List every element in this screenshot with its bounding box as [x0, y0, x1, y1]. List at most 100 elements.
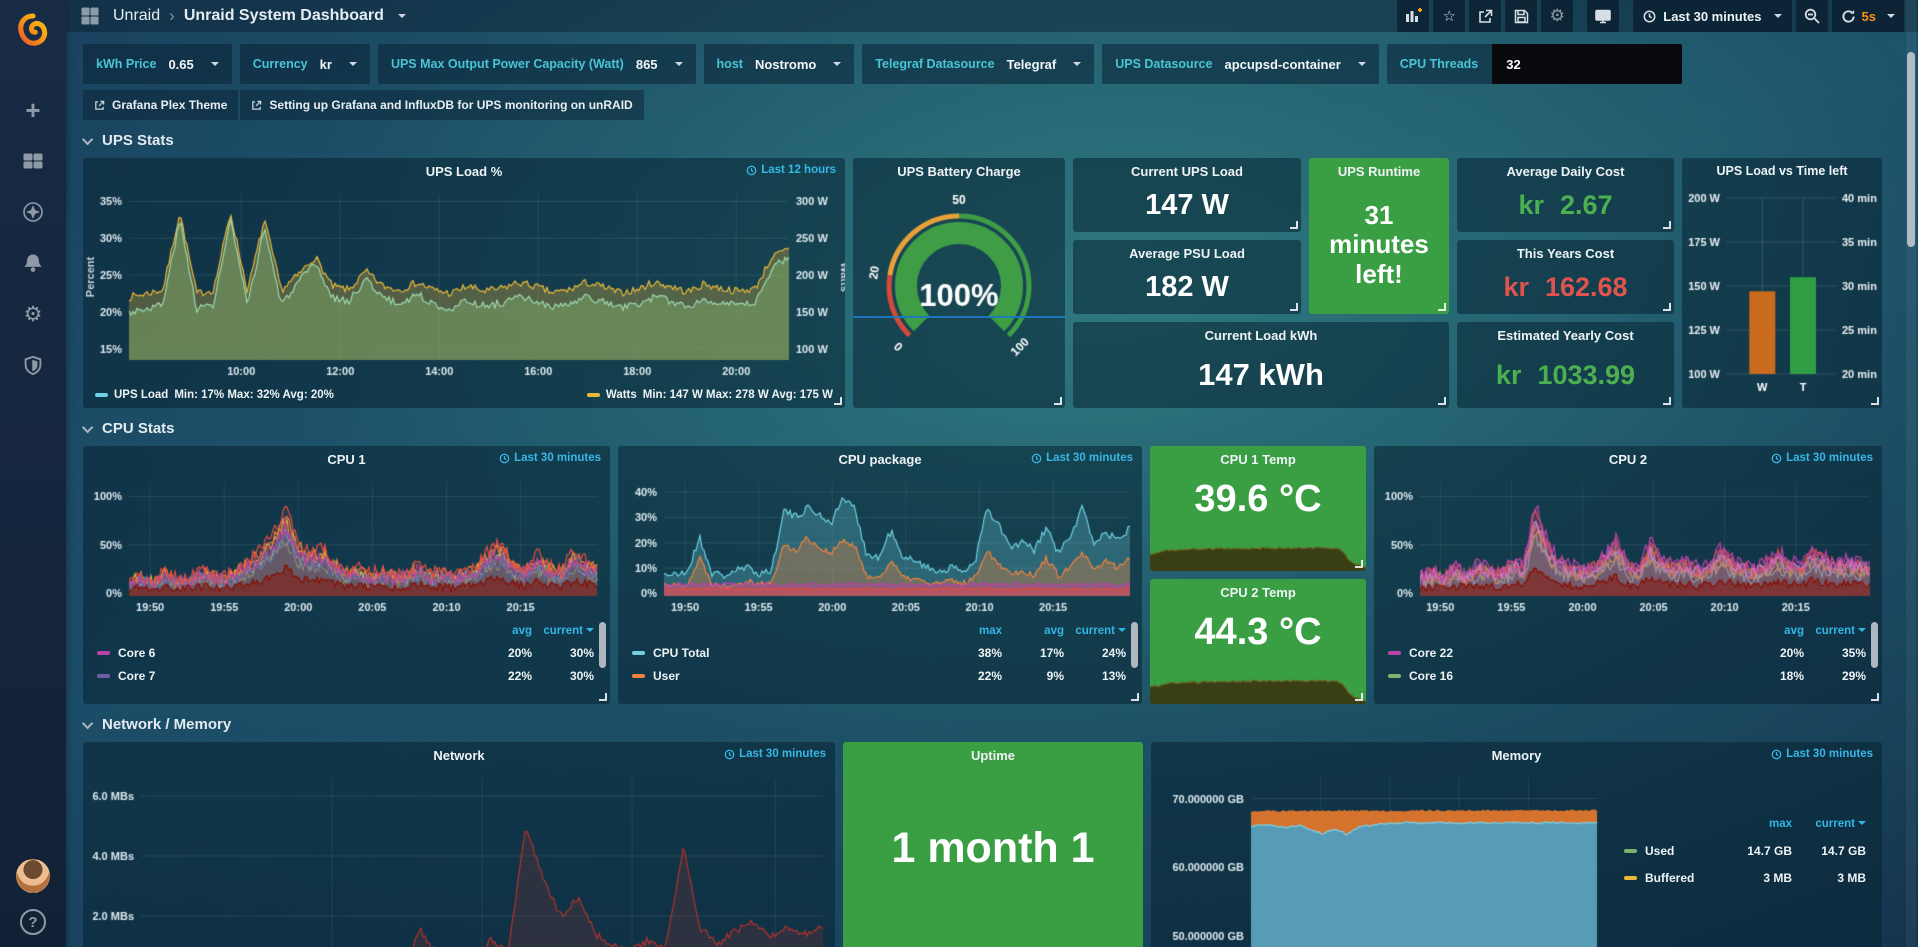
- legend-row[interactable]: Used14.7 GB14.7 GB: [1624, 837, 1866, 864]
- help-icon[interactable]: ?: [20, 909, 46, 935]
- memory-chart[interactable]: [1151, 768, 1610, 947]
- external-link-icon: [251, 100, 262, 111]
- time-badge[interactable]: Last 12 hours: [746, 164, 836, 176]
- stat-title[interactable]: CPU 2 Temp: [1150, 579, 1366, 605]
- zoom-out-button[interactable]: [1796, 0, 1828, 32]
- stat-title[interactable]: Average Daily Cost: [1457, 158, 1674, 184]
- ups-load-chart[interactable]: [83, 184, 845, 382]
- legend-item[interactable]: UPS LoadMin: 17% Max: 32% Avg: 20%: [95, 389, 334, 401]
- add-panel-button[interactable]: [1397, 0, 1429, 32]
- panel-title[interactable]: UPS Battery Charge: [853, 158, 1065, 184]
- legend-sort-current[interactable]: current: [1792, 818, 1866, 830]
- cycle-view-monitor-button[interactable]: [1587, 0, 1619, 32]
- create-plus-icon[interactable]: +: [21, 98, 45, 122]
- time-badge[interactable]: Last 30 minutes: [499, 452, 601, 464]
- stat-value: 39.6 °C: [1150, 478, 1366, 521]
- chevron-down-icon[interactable]: [398, 14, 406, 22]
- legend-scrollbar[interactable]: [1131, 622, 1138, 668]
- section-ups-stats[interactable]: UPS Stats: [85, 132, 1918, 149]
- legend-swatch: [632, 674, 645, 678]
- legend-row[interactable]: CPU Total38%17%24%: [632, 641, 1126, 664]
- refresh-button[interactable]: 5s: [1832, 0, 1904, 32]
- grid-icon[interactable]: [78, 4, 102, 28]
- time-badge[interactable]: Last 30 minutes: [724, 748, 826, 760]
- variable-ups-max-output-power-capacity-watt[interactable]: UPS Max Output Power Capacity (Watt)865: [378, 44, 696, 84]
- template-variables-row: kWh Price0.65CurrencykrUPS Max Output Po…: [83, 44, 1918, 90]
- legend-sort-avg[interactable]: avg: [470, 625, 532, 637]
- cpu1-temp-sparkline: [1150, 537, 1366, 571]
- stat-title[interactable]: UPS Runtime: [1309, 158, 1449, 184]
- page-scrollbar[interactable]: [1906, 0, 1916, 947]
- variable-telegraf-datasource[interactable]: Telegraf DatasourceTelegraf: [862, 44, 1094, 84]
- dashboard-link-setting-up-grafana-and-influxdb-for-ups-monitoring-on-unraid[interactable]: Setting up Grafana and InfluxDB for UPS …: [240, 90, 643, 120]
- time-badge[interactable]: Last 30 minutes: [1031, 452, 1133, 464]
- share-button[interactable]: [1469, 0, 1501, 32]
- variable-ups-datasource[interactable]: UPS Datasourceapcupsd-container: [1102, 44, 1379, 84]
- panel-title[interactable]: UPS Load %: [83, 158, 845, 184]
- panel-title[interactable]: UPS Load vs Time left: [1682, 158, 1882, 184]
- variable-kwh-price[interactable]: kWh Price0.65: [83, 44, 232, 84]
- stat-title[interactable]: Uptime: [843, 742, 1143, 768]
- legend-row[interactable]: Core 722%30%: [97, 664, 594, 687]
- legend-sort-current[interactable]: current: [1804, 625, 1866, 637]
- stat-title[interactable]: Current Load kWh: [1073, 322, 1449, 348]
- section-cpu-stats[interactable]: CPU Stats: [85, 420, 1918, 437]
- stat-title[interactable]: Average PSU Load: [1073, 240, 1301, 266]
- settings-gear-button[interactable]: ⚙: [1541, 0, 1573, 32]
- configuration-gear-icon[interactable]: ⚙: [21, 302, 45, 326]
- breadcrumb-app[interactable]: Unraid: [113, 7, 160, 25]
- legend-sort-avg[interactable]: avg: [1742, 625, 1804, 637]
- stat-value: 147 kWh: [1073, 348, 1449, 408]
- legend-sort-max[interactable]: max: [1718, 818, 1792, 830]
- legend-item[interactable]: WattsMin: 147 W Max: 278 W Avg: 175 W: [587, 389, 833, 401]
- variable-input[interactable]: 32: [1492, 44, 1682, 84]
- server-admin-shield-icon[interactable]: [21, 353, 45, 377]
- legend-row[interactable]: Core 1618%29%: [1388, 664, 1866, 687]
- chevron-down-icon: [211, 62, 219, 70]
- network-chart[interactable]: [83, 768, 835, 947]
- panel-ups-runtime: UPS Runtime 31 minutes left!: [1309, 158, 1449, 314]
- battery-gauge[interactable]: [853, 184, 1065, 364]
- legend-row[interactable]: Core 620%30%: [97, 641, 594, 664]
- explore-compass-icon[interactable]: [21, 200, 45, 224]
- clock-icon: [1771, 453, 1782, 464]
- cpu2-chart[interactable]: [1374, 472, 1882, 618]
- legend-row[interactable]: Buffered3 MB3 MB: [1624, 864, 1866, 891]
- variable-currency[interactable]: Currencykr: [240, 44, 370, 84]
- breadcrumb-page[interactable]: Unraid System Dashboard: [184, 7, 384, 25]
- grafana-logo-icon[interactable]: [12, 8, 54, 54]
- section-network-memory[interactable]: Network / Memory: [85, 716, 1918, 733]
- star-button[interactable]: ☆: [1433, 0, 1465, 32]
- variable-cpu-threads[interactable]: CPU Threads32: [1387, 44, 1683, 84]
- user-avatar[interactable]: [16, 859, 50, 893]
- legend-sort-max[interactable]: max: [940, 625, 1002, 637]
- stat-title[interactable]: This Years Cost: [1457, 240, 1674, 266]
- dashboards-icon[interactable]: [21, 149, 45, 173]
- legend-row[interactable]: User22%9%13%: [632, 664, 1126, 687]
- legend-swatch: [97, 651, 110, 655]
- variable-host[interactable]: hostNostromo: [704, 44, 855, 84]
- legend-sort-avg[interactable]: avg: [1002, 625, 1064, 637]
- time-badge[interactable]: Last 30 minutes: [1771, 748, 1873, 760]
- legend-row[interactable]: Core 2220%35%: [1388, 641, 1866, 664]
- stat-title[interactable]: Current UPS Load: [1073, 158, 1301, 184]
- load-vs-time-bars-chart[interactable]: [1682, 184, 1882, 400]
- save-button[interactable]: [1505, 0, 1537, 32]
- refresh-interval[interactable]: 5s: [1862, 9, 1876, 24]
- cpu-package-chart[interactable]: [618, 472, 1142, 618]
- legend-scrollbar[interactable]: [1871, 622, 1878, 668]
- clock-icon: [746, 165, 757, 176]
- alerting-bell-icon[interactable]: [21, 251, 45, 275]
- legend-scrollbar[interactable]: [599, 622, 606, 668]
- legend: avgcurrent Core 620%30% Core 722%30%: [83, 618, 610, 687]
- legend-sort-current[interactable]: current: [532, 625, 594, 637]
- cpu1-chart[interactable]: [83, 472, 610, 618]
- time-range-picker[interactable]: Last 30 minutes: [1633, 0, 1791, 32]
- time-badge[interactable]: Last 30 minutes: [1771, 452, 1873, 464]
- legend-sort-current[interactable]: current: [1064, 625, 1126, 637]
- stat-title[interactable]: CPU 1 Temp: [1150, 446, 1366, 472]
- stat-title[interactable]: Estimated Yearly Cost: [1457, 322, 1674, 348]
- dashboard-link-grafana-plex-theme[interactable]: Grafana Plex Theme: [83, 90, 238, 120]
- panel-title[interactable]: Network: [83, 742, 835, 768]
- scrollbar-thumb[interactable]: [1907, 52, 1915, 247]
